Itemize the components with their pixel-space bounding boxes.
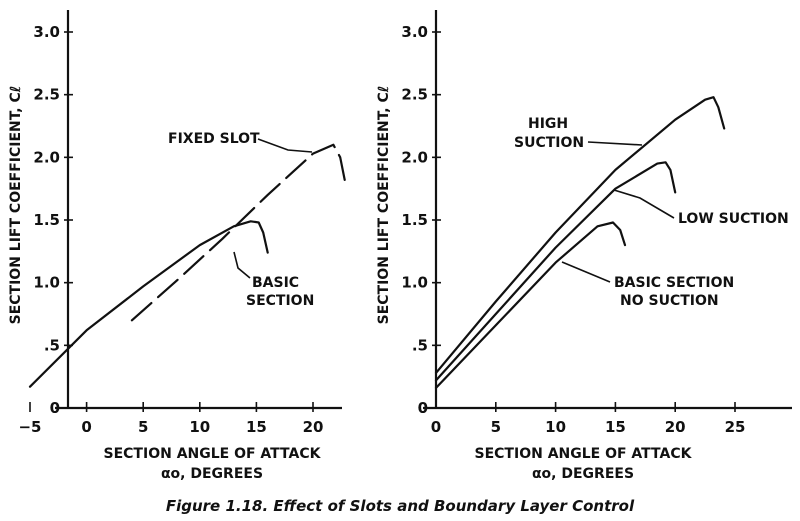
x-tick-label: 0: [431, 418, 441, 436]
y-tick-label: 1.0: [33, 274, 60, 292]
left-chart: 0 .5 1.0 1.5 2.0 2.5 3.0 −5 0 5 10 15 20 SECTION LI…: [8, 10, 346, 482]
left-x-axis-label-line2: αo, DEGREES: [161, 466, 263, 482]
x-tick-label: 15: [605, 418, 626, 436]
x-tick-label: 5: [138, 418, 148, 436]
y-tick-label: 2.0: [401, 148, 428, 166]
annotation-section: SECTION: [246, 293, 314, 309]
series-basic-section: [28, 220, 269, 388]
leader-basic-section: [233, 251, 251, 279]
annotation-basic: BASIC: [252, 275, 299, 291]
figure-caption: Figure 1.18. Effect of Slots and Boundar…: [166, 497, 635, 515]
y-tick-label: 3.0: [401, 23, 428, 41]
annotation-basic-section: BASIC SECTION: [614, 275, 734, 291]
x-tick-label: 10: [189, 418, 210, 436]
leader-low-suction: [613, 189, 675, 219]
series-fixed-slot: [130, 143, 346, 322]
right-chart: 0 .5 1.0 1.5 2.0 2.5 3.0 0 5 10 15 20 25 SECTION LI…: [376, 10, 792, 482]
left-x-axis-label-line1: SECTION ANGLE OF ATTACK: [104, 446, 322, 462]
y-tick-label: 2.0: [33, 148, 60, 166]
x-tick-label: 15: [246, 418, 267, 436]
right-x-axis-label-line1: SECTION ANGLE OF ATTACK: [475, 446, 693, 462]
y-tick-label: 0: [50, 399, 60, 417]
x-tick-label: 10: [545, 418, 566, 436]
right-x-axis-label-line2: αo, DEGREES: [532, 466, 634, 482]
leader-high-suction: [587, 141, 643, 146]
series-high-suction: [434, 96, 726, 374]
y-tick-label: 1.0: [401, 274, 428, 292]
y-tick-label: 1.5: [401, 211, 428, 229]
x-tick-label: 20: [665, 418, 686, 436]
y-tick-label: 3.0: [33, 23, 60, 41]
series-low-suction: [434, 161, 677, 382]
x-tick-label: 0: [81, 418, 91, 436]
series-basic-section-no-suction: [434, 221, 627, 389]
x-tick-label: 5: [491, 418, 501, 436]
annotation-low-suction: LOW SUCTION: [678, 211, 789, 227]
annotation-suction: SUCTION: [514, 135, 584, 151]
y-tick-label: .5: [44, 336, 60, 354]
y-tick-label: .5: [412, 336, 428, 354]
y-tick-label: 2.5: [401, 86, 428, 104]
leader-fixed-slot: [257, 138, 313, 153]
x-tick-label: 20: [303, 418, 324, 436]
y-tick-label: 2.5: [33, 86, 60, 104]
right-y-axis-label: SECTION LIFT COEFFICIENT, Cℓ: [376, 86, 392, 325]
annotation-fixed-slot: FIXED SLOT: [168, 131, 260, 147]
annotation-no-suction: NO SUCTION: [620, 293, 719, 309]
x-tick-label: 25: [725, 418, 746, 436]
annotation-high: HIGH: [528, 116, 568, 132]
y-tick-label: 0: [418, 399, 428, 417]
left-y-axis-label: SECTION LIFT COEFFICIENT, Cℓ: [8, 86, 24, 325]
x-tick-label: −5: [18, 418, 41, 436]
leader-basic-no-suction: [561, 261, 611, 283]
y-tick-label: 1.5: [33, 211, 60, 229]
